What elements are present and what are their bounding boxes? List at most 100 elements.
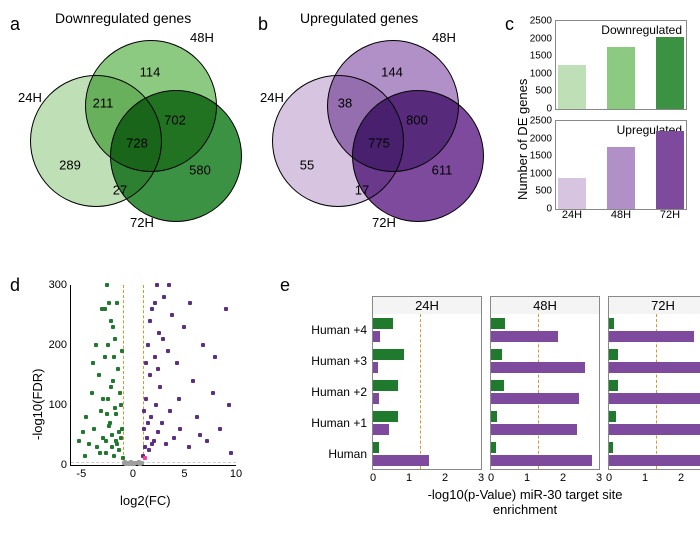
panel-c: Downregulated05001000150020002500Upregul… xyxy=(510,20,690,230)
facet-title: 48H xyxy=(490,296,600,314)
bar xyxy=(656,37,684,109)
volcano-point-up xyxy=(142,409,146,413)
volcano-point-up xyxy=(148,373,152,377)
bar-down xyxy=(491,442,496,453)
volcano-point-down xyxy=(117,430,121,434)
volcano-point-up xyxy=(227,403,231,407)
venn-a-circle-72h xyxy=(110,90,242,222)
volcano-point-down xyxy=(111,379,115,383)
volcano-point-up xyxy=(224,307,228,311)
xtick: 48H xyxy=(611,209,631,221)
volcano-point-up xyxy=(150,442,154,446)
panel-b-title: Upregulated genes xyxy=(300,10,418,26)
volcano-point-down xyxy=(110,433,114,437)
volcano-point-down xyxy=(104,439,108,443)
bar-up xyxy=(491,424,577,435)
volcano-point-down xyxy=(114,439,118,443)
volcano-point-up xyxy=(149,415,153,419)
bar-up xyxy=(609,362,700,373)
bar xyxy=(607,47,635,109)
bar-down xyxy=(373,349,404,360)
volcano-point-up xyxy=(154,403,158,407)
panel-label-e: e xyxy=(280,275,290,296)
venn-a-right-label: 72H xyxy=(130,215,154,230)
volcano-point-down xyxy=(103,355,107,359)
volcano-point-down xyxy=(109,385,113,389)
venn-b-right-label: 72H xyxy=(372,215,396,230)
panel-d-xlabel: log2(FC) xyxy=(120,493,171,508)
category-label: Human +2 xyxy=(311,385,367,399)
bar-down xyxy=(373,318,393,329)
volcano-point-up xyxy=(182,325,186,329)
volcano-point-up xyxy=(201,343,205,347)
venn-a-24-48: 211 xyxy=(93,96,114,111)
volcano-point-up xyxy=(218,427,222,431)
volcano-point-down xyxy=(112,454,116,458)
bar-up xyxy=(609,393,700,404)
venn-a: 24H 48H 72H 289 114 580 211 702 27 728 xyxy=(20,30,250,220)
venn-b-48-72: 800 xyxy=(406,113,428,128)
bar-down xyxy=(491,318,505,329)
venn-b-24-48: 38 xyxy=(338,96,352,111)
bar-up xyxy=(373,362,378,373)
xtick: 1 xyxy=(642,472,648,484)
volcano-plot-area: 0100200300-50510 xyxy=(70,285,236,466)
volcano-point-down xyxy=(115,301,119,305)
volcano-point-up xyxy=(213,355,217,359)
venn-a-48-72: 702 xyxy=(164,113,186,128)
category-label: Human +3 xyxy=(311,354,367,368)
volcano-point-up xyxy=(191,379,195,383)
volcano-point-up xyxy=(172,436,176,440)
volcano-point-up xyxy=(229,451,233,455)
volcano-point-down xyxy=(94,343,98,347)
volcano-point-down xyxy=(95,445,99,449)
volcano-point-down xyxy=(107,424,111,428)
ytick: 100 xyxy=(49,399,67,411)
panel-c-subplot-title: Downregulated xyxy=(601,23,682,37)
volcano-point-down xyxy=(97,373,101,377)
threshold-hline xyxy=(71,462,236,463)
volcano-point-up xyxy=(146,343,150,347)
facet: 72H0123 xyxy=(608,313,700,470)
xtick: 10 xyxy=(230,468,242,480)
volcano-point-up xyxy=(195,415,199,419)
figure-root: a Downregulated genes 24H 48H 72H 289 11… xyxy=(0,0,700,547)
facet: 24HHuman +4Human +3Human +2Human +1Human… xyxy=(372,313,482,470)
panel-d-ylabel: -log10(FDR) xyxy=(30,368,45,440)
volcano-point-up xyxy=(205,439,209,443)
volcano-point-up xyxy=(153,301,157,305)
xtick: 0 xyxy=(370,472,376,484)
bar-down xyxy=(373,380,398,391)
volcano-point-down xyxy=(92,427,96,431)
xtick: 0 xyxy=(130,468,136,480)
volcano-point-down xyxy=(87,442,91,446)
bar-up xyxy=(373,393,379,404)
venn-a-only24: 289 xyxy=(59,158,81,173)
panel-c-ylabel: Number of DE genes xyxy=(515,79,530,200)
volcano-point-up xyxy=(156,367,160,371)
volcano-point-down xyxy=(105,283,109,287)
volcano-point-down xyxy=(118,391,122,395)
volcano-point-highlight xyxy=(143,456,147,460)
volcano-point-up xyxy=(187,445,191,449)
panel-a-title: Downregulated genes xyxy=(55,10,191,26)
category-label: Human +1 xyxy=(311,416,367,430)
volcano-point-up xyxy=(188,301,192,305)
xtick: 1 xyxy=(524,472,530,484)
xtick: -5 xyxy=(76,468,86,480)
bar-up xyxy=(491,455,592,466)
volcano-point-down xyxy=(119,436,123,440)
ytick: 0 xyxy=(512,204,552,215)
volcano-plot: 0100200300-50510 xyxy=(15,280,245,520)
volcano-point-down xyxy=(81,430,85,434)
volcano-point-up xyxy=(170,313,174,317)
ytick: 2500 xyxy=(512,16,552,27)
volcano-point-down xyxy=(90,391,94,395)
volcano-point-down xyxy=(114,412,118,416)
volcano-point-down xyxy=(98,451,102,455)
facet-title: 72H xyxy=(608,296,700,314)
category-label: Human xyxy=(328,447,367,461)
xtick: 1 xyxy=(406,472,412,484)
bar-down xyxy=(609,380,618,391)
volcano-point-up xyxy=(147,448,151,452)
